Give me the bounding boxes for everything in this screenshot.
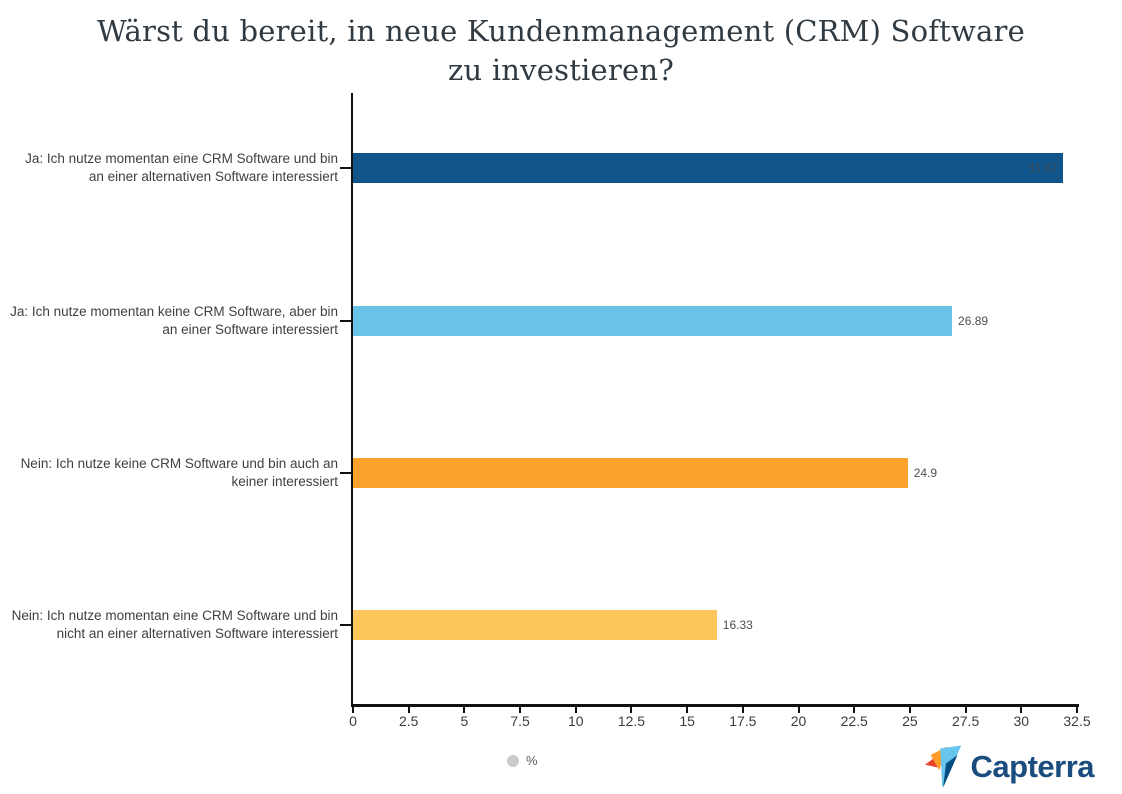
x-axis-tick-mark [853,707,856,713]
x-axis-tick-label: 15 [679,713,695,729]
value-label: 24.9 [913,466,938,480]
y-axis-line [351,93,353,707]
category-tick-mark [340,167,352,169]
bar [353,306,953,336]
chart-title-line1: Wärst du bereit, in neue Kundenmanagemen… [97,14,1025,48]
category-tick-mark [340,472,352,474]
x-axis-tick-mark [797,707,800,713]
x-axis-tick-label: 5 [460,713,469,729]
x-axis-tick-label: 17.5 [729,713,757,729]
x-axis-tick-label: 30 [1013,713,1030,729]
x-axis-tick-label: 25 [902,713,918,729]
x-axis-tick-mark [463,707,466,713]
category-tick-mark [340,320,352,322]
category-label: Ja: Ich nutze momentan eine CRM Software… [25,151,338,184]
bar [353,153,1063,183]
x-axis-tick-mark [964,707,967,713]
x-axis-tick-label: 7.5 [510,713,530,729]
x-axis-tick-label: 10 [567,713,584,729]
capterra-arrow-icon [924,745,961,788]
value-label: 31.87 [1027,161,1058,175]
x-axis-line [351,704,1079,707]
x-axis-tick-label: 2.5 [398,713,419,729]
x-axis-tick-label: 27.5 [951,713,980,729]
legend-label: % [526,753,538,768]
category-label: Ja: Ich nutze momentan keine CRM Softwar… [10,304,338,337]
legend-marker-icon [507,754,519,767]
x-axis-tick-label: 12.5 [617,713,646,729]
x-axis-tick-mark [908,707,911,713]
x-axis-tick-mark [1020,707,1023,713]
x-axis-tick-label: 20 [790,713,807,729]
chart-title-line2: zu investieren? [448,53,674,87]
x-axis-tick-mark [519,707,522,713]
value-label: 26.89 [958,314,989,328]
x-axis-tick-mark [741,707,744,713]
category-tick-mark [340,624,352,626]
x-axis-tick-mark [352,707,354,713]
x-axis-tick-mark [407,707,410,713]
x-axis-tick-mark [574,707,577,713]
x-axis-tick-mark [630,707,633,713]
x-axis-tick-label: 0 [349,713,357,729]
x-axis-tick-mark [1076,707,1078,713]
chart-title: Wärst du bereit, in neue Kundenmanagemen… [0,12,1122,90]
bar [353,610,717,640]
value-label: 16.33 [722,618,753,632]
category-label: Nein: Ich nutze keine CRM Software und b… [20,456,338,489]
x-axis-tick-label: 32.5 [1063,713,1091,729]
legend: % [507,753,538,768]
capterra-logo: Capterra [924,744,1095,789]
capterra-wordmark: Capterra [970,748,1095,784]
x-axis-tick-mark [686,707,689,713]
bar [353,458,908,488]
x-axis-tick-label: 22.5 [840,713,868,729]
category-label: Nein: Ich nutze momentan eine CRM Softwa… [11,608,338,641]
